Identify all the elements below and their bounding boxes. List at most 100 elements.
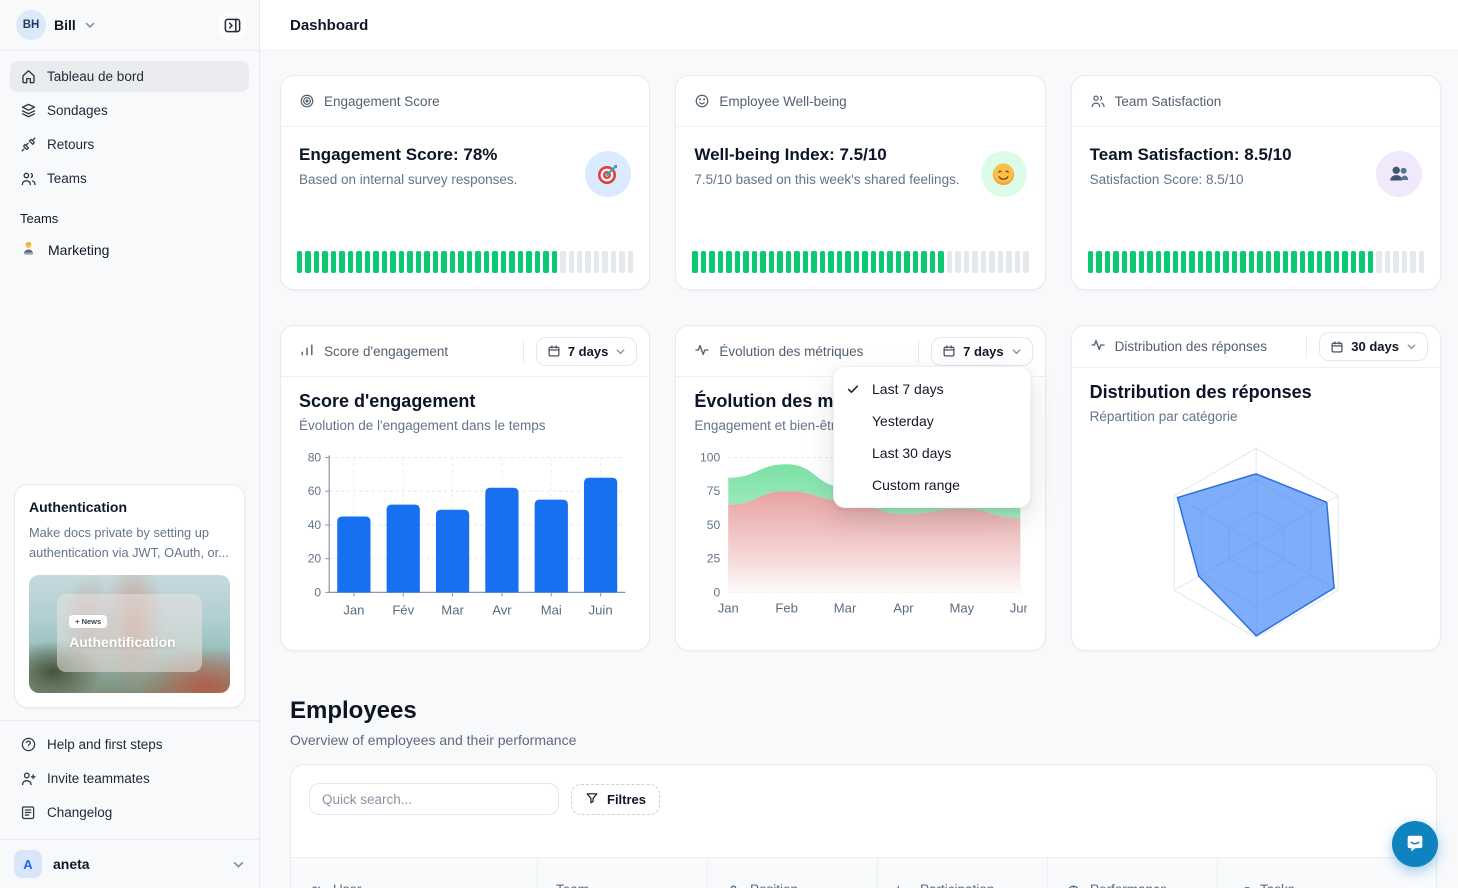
sidebar-item-teams[interactable]: Teams bbox=[10, 163, 249, 194]
sidebar-item-label: Retours bbox=[47, 137, 95, 152]
svg-text:Jan: Jan bbox=[718, 601, 739, 616]
svg-text:100: 100 bbox=[700, 450, 720, 464]
svg-text:Mai: Mai bbox=[541, 603, 562, 618]
progress-ticks bbox=[281, 251, 649, 289]
sidebar-nav: Tableau de bord Sondages Retours Teams bbox=[0, 51, 259, 197]
sidebar-item-label: Changelog bbox=[47, 805, 113, 820]
trending-up-icon bbox=[1236, 884, 1251, 888]
menu-item-custom-range[interactable]: Custom range bbox=[834, 469, 1030, 501]
users-icon bbox=[20, 170, 37, 187]
chevron-down-icon bbox=[615, 346, 626, 357]
svg-text:40: 40 bbox=[308, 518, 322, 532]
user-name[interactable]: Bill bbox=[54, 17, 76, 33]
card-body: Distribution des réponses Répartition pa… bbox=[1072, 368, 1440, 650]
svg-text:0: 0 bbox=[714, 585, 721, 599]
range-label: 7 days bbox=[963, 343, 1004, 359]
card-body: Well-being Index: 7.5/10 7.5/10 based on… bbox=[676, 127, 1044, 251]
svg-text:60: 60 bbox=[308, 484, 322, 498]
column-label: Team bbox=[556, 882, 589, 888]
range-label: 7 days bbox=[567, 343, 609, 359]
svg-text:Feb: Feb bbox=[776, 601, 799, 616]
card-header: Score d'engagement 7 days bbox=[281, 326, 650, 377]
sidebar-header: BH Bill bbox=[0, 0, 259, 51]
chevron-down-icon[interactable] bbox=[84, 19, 96, 31]
workspace-switcher[interactable]: A aneta bbox=[0, 839, 259, 888]
sidebar-item-invite[interactable]: Invite teammates bbox=[10, 763, 249, 794]
menu-item-last-30-days[interactable]: Last 30 days bbox=[834, 437, 1030, 469]
metric-title: Team Satisfaction: 8.5/10 bbox=[1089, 145, 1292, 164]
svg-text:Jun: Jun bbox=[1010, 601, 1027, 616]
metric-subtitle: 7.5/10 based on this week's shared feeli… bbox=[694, 172, 960, 187]
divider bbox=[1306, 335, 1308, 358]
pie-chart-icon bbox=[1066, 884, 1081, 888]
column-header-user[interactable]: User bbox=[291, 858, 537, 888]
sidebar-footer: Help and first steps Invite teammates Ch… bbox=[0, 720, 259, 839]
menu-item-label: Yesterday bbox=[872, 413, 934, 429]
funnel-icon bbox=[585, 791, 599, 808]
card-header: Distribution des réponses 30 days bbox=[1071, 326, 1440, 368]
range-selector-button[interactable]: 7 days bbox=[931, 336, 1033, 366]
sidebar-item-retours[interactable]: Retours bbox=[10, 129, 249, 160]
filters-button[interactable]: Filtres bbox=[571, 783, 661, 815]
activity-icon bbox=[1090, 337, 1106, 356]
employees-subtitle: Overview of employees and their performa… bbox=[290, 732, 577, 748]
sidebar-item-label: Help and first steps bbox=[47, 737, 163, 752]
svg-text:Apr: Apr bbox=[894, 601, 915, 616]
sidebar-item-tableau-de-bord[interactable]: Tableau de bord bbox=[10, 61, 249, 92]
team-label: Marketing bbox=[48, 241, 110, 258]
calendar-icon bbox=[942, 344, 956, 358]
sidebar-item-label: Tableau de bord bbox=[47, 69, 144, 84]
target-emoji bbox=[585, 151, 632, 197]
chart-subtitle: Engagement et bien-être bbox=[694, 418, 843, 433]
column-header-team[interactable]: Team bbox=[537, 858, 707, 888]
sidebar-item-sondages[interactable]: Sondages bbox=[10, 95, 249, 126]
search-input[interactable] bbox=[309, 783, 559, 815]
column-header-performance[interactable]: Performance bbox=[1047, 858, 1217, 888]
divider bbox=[522, 340, 524, 362]
promo-title: Authentication bbox=[29, 499, 127, 516]
chat-launcher-button[interactable] bbox=[1392, 821, 1438, 867]
column-header-participation[interactable]: Participation bbox=[877, 858, 1047, 888]
menu-item-label: Last 30 days bbox=[872, 445, 952, 461]
promo-description: Make docs private by setting up authenti… bbox=[29, 525, 229, 561]
card-body: Score d'engagement Évolution de l'engage… bbox=[281, 377, 649, 631]
sidebar-item-changelog[interactable]: Changelog bbox=[10, 797, 249, 828]
sidebar-item-label: Teams bbox=[47, 171, 87, 186]
home-icon bbox=[20, 68, 37, 85]
menu-item-yesterday[interactable]: Yesterday bbox=[834, 405, 1030, 437]
collapse-sidebar-button[interactable] bbox=[217, 10, 247, 40]
responses-radar-chart bbox=[1090, 432, 1422, 650]
promo-image[interactable]: + News Authentification bbox=[29, 575, 230, 693]
user-plus-icon bbox=[20, 770, 37, 787]
divider bbox=[918, 340, 920, 362]
menu-item-label: Last 7 days bbox=[872, 381, 944, 397]
promo-image-title: Authentification bbox=[69, 634, 176, 651]
column-label: Tasks bbox=[1260, 882, 1295, 888]
card-header-label: Distribution des réponses bbox=[1114, 339, 1267, 354]
engagement-bar-chart: 0 20 40 60 80 Jan Fév Mar Avr Mai Juin bbox=[299, 441, 631, 631]
promo-card-authentication[interactable]: Authentication Make docs private by sett… bbox=[14, 484, 245, 708]
sidebar-item-marketing[interactable]: Marketing bbox=[10, 234, 249, 265]
workspace-avatar: A bbox=[14, 850, 42, 878]
avatar[interactable]: BH bbox=[16, 10, 46, 40]
range-label: 30 days bbox=[1351, 339, 1399, 354]
card-engagement-score: Engagement Score Engagement Score: 78% B… bbox=[280, 75, 651, 290]
workspace-name: aneta bbox=[53, 856, 90, 872]
sidebar-item-help[interactable]: Help and first steps bbox=[10, 729, 249, 760]
calendar-icon bbox=[1330, 340, 1344, 354]
card-header-label: Score d'engagement bbox=[324, 343, 449, 359]
card-employee-well-being: Employee Well-being Well-being Index: 7.… bbox=[675, 75, 1046, 290]
chart-title: Score d'engagement bbox=[299, 391, 476, 411]
promo-image-overlay: + News Authentification bbox=[57, 593, 202, 672]
unplug-icon bbox=[20, 136, 37, 153]
column-header-position[interactable]: Position bbox=[707, 858, 877, 888]
metric-title: Well-being Index: 7.5/10 bbox=[694, 145, 887, 164]
metric-subtitle: Based on internal survey responses. bbox=[299, 172, 518, 187]
page-title: Dashboard bbox=[290, 16, 369, 34]
chevron-down-icon bbox=[232, 858, 245, 871]
range-selector-button[interactable]: 7 days bbox=[535, 336, 638, 366]
card-header-label: Engagement Score bbox=[324, 93, 440, 109]
range-selector-button[interactable]: 30 days bbox=[1319, 332, 1428, 361]
menu-item-last-7-days[interactable]: Last 7 days bbox=[834, 373, 1030, 405]
